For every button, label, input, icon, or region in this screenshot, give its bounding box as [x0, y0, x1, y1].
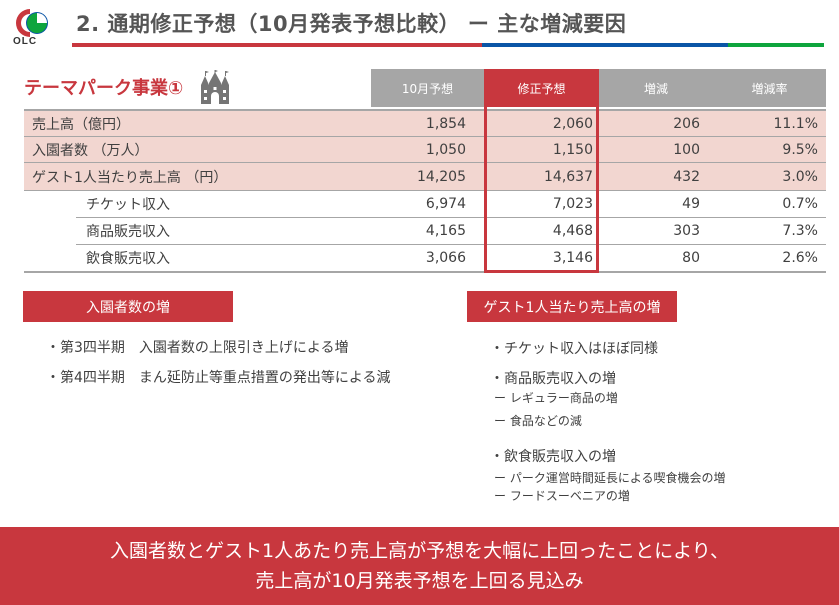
attendance-heading: 入園者数の増	[23, 291, 233, 322]
row-label: 売上高（億円）	[32, 116, 130, 133]
table-row: 商品販売収入 4,165 4,468 303 7.3%	[24, 218, 826, 244]
cell-oct: 6,974	[425, 196, 466, 212]
cell-revised: 3,146	[552, 250, 593, 266]
attendance-bullet: ・第4四半期 まん延防止等重点措置の発出等による減	[46, 370, 391, 386]
table-row: チケット収入 6,974 7,023 49 0.7%	[24, 191, 826, 217]
cell-change: 80	[682, 250, 700, 266]
col-header-change-rate: 増減率	[713, 69, 826, 107]
table-divider	[24, 271, 826, 273]
title-underline-green	[728, 43, 824, 47]
row-label: 入園者数 （万人）	[32, 142, 149, 159]
cell-change: 100	[673, 141, 700, 158]
table-row: 飲食販売収入 3,066 3,146 80 2.6%	[24, 245, 826, 271]
per-guest-sub-item: ー レギュラー商品の増	[494, 391, 618, 405]
title-underline-blue	[482, 43, 728, 47]
cell-change: 432	[673, 168, 700, 185]
cell-change: 49	[682, 196, 700, 212]
per-guest-sub-item: ー フードスーベニアの増	[494, 489, 630, 503]
table-divider	[76, 244, 826, 245]
cell-oct: 1,050	[425, 141, 466, 158]
col-header-revised-forecast: 修正予想	[484, 69, 599, 107]
cell-rate: 11.1%	[773, 115, 818, 132]
cell-revised: 7,023	[552, 196, 593, 212]
attendance-bullet: ・第3四半期 入園者数の上限引き上げによる増	[46, 340, 349, 356]
col-header-change: 増減	[599, 69, 713, 107]
cell-oct: 1,854	[425, 115, 466, 132]
per-guest-bullet: ・チケット収入はほぼ同様	[490, 341, 658, 357]
castle-icon	[198, 70, 232, 104]
table-divider	[24, 109, 826, 111]
cell-rate: 7.3%	[782, 223, 818, 239]
cell-rate: 2.6%	[782, 250, 818, 266]
title-underline-red	[72, 43, 482, 47]
table-divider	[24, 162, 826, 163]
cell-revised: 1,150	[552, 141, 593, 158]
table-divider	[24, 136, 826, 137]
table-divider	[76, 217, 826, 218]
cell-rate: 0.7%	[782, 196, 818, 212]
cell-rate: 9.5%	[782, 141, 818, 158]
col-header-oct-forecast: 10月予想	[371, 69, 484, 107]
per-guest-bullet: ・商品販売収入の増	[490, 371, 616, 387]
cell-change: 206	[673, 115, 700, 132]
revised-column-highlight	[484, 107, 599, 273]
conclusion-banner: 入園者数とゲスト1人あたり売上高が予想を大幅に上回ったことにより、 売上高が10…	[0, 527, 839, 605]
logo-text: OLC	[13, 36, 38, 47]
per-guest-sub-item: ー パーク運営時間延長による喫食機会の増	[494, 471, 726, 485]
row-label: チケット収入	[86, 197, 170, 213]
cell-oct: 4,165	[425, 223, 466, 239]
per-guest-sub-item: ー 食品などの減	[494, 414, 582, 428]
page-title: 2. 通期修正予想（10月発表予想比較） ー 主な増減要因	[76, 12, 627, 36]
row-label: 商品販売収入	[86, 224, 170, 240]
table-row: ゲスト1人当たり売上高 （円） 14,205 14,637 432 3.0%	[24, 163, 826, 190]
logo-icon	[16, 9, 48, 37]
cell-revised: 14,637	[544, 168, 593, 185]
row-label: 飲食販売収入	[86, 251, 170, 267]
cell-rate: 3.0%	[782, 168, 818, 185]
table-row: 売上高（億円） 1,854 2,060 206 11.1%	[24, 111, 826, 136]
cell-revised: 2,060	[552, 115, 593, 132]
table-divider	[24, 190, 826, 191]
olc-logo	[10, 6, 54, 50]
per-guest-heading: ゲスト1人当たり売上高の増	[467, 291, 677, 322]
cell-change: 303	[673, 223, 700, 239]
conclusion-line-2: 売上高が10月発表予想を上回る見込み	[255, 570, 584, 592]
row-label: ゲスト1人当たり売上高 （円）	[32, 169, 228, 186]
cell-oct: 3,066	[425, 250, 466, 266]
cell-oct: 14,205	[417, 168, 466, 185]
table-header: 10月予想 修正予想 増減 増減率	[371, 69, 826, 107]
table-row: 入園者数 （万人） 1,050 1,150 100 9.5%	[24, 137, 826, 162]
cell-revised: 4,468	[552, 223, 593, 239]
per-guest-bullet: ・飲食販売収入の増	[490, 449, 616, 465]
section-title: テーマパーク事業①	[24, 78, 184, 99]
conclusion-line-1: 入園者数とゲスト1人あたり売上高が予想を大幅に上回ったことにより、	[110, 540, 729, 562]
